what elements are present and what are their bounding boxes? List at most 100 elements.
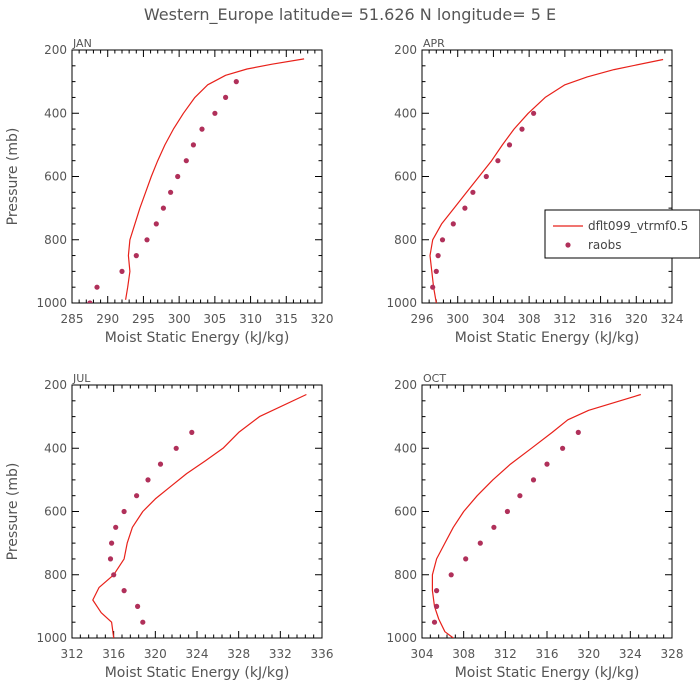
x-tick-label-oct: 328 <box>661 647 684 661</box>
raobs-point-jan <box>160 205 166 211</box>
raobs-point-oct <box>431 619 438 625</box>
panel-jul: JUL 312 316 320 324 328 332 336 200 400 600 800 1000… <box>5 372 333 681</box>
y-tick-label-jan: 400 <box>44 106 67 120</box>
raobs-point-jul <box>121 508 127 515</box>
raobs-point-oct <box>560 445 566 451</box>
x-tick-label-oct: 324 <box>619 647 642 661</box>
legend-raobs-label: raobs <box>588 238 622 252</box>
raobs-point-oct <box>434 588 440 594</box>
y-axis-label-jan: Pressure (mb) <box>5 128 21 226</box>
model-line-oct <box>431 393 641 638</box>
raobs-point-apr <box>470 189 476 195</box>
raobs-point-jul <box>121 588 127 594</box>
raobs-point-jul <box>111 572 117 578</box>
raobs-point-jan <box>175 173 181 180</box>
x-tick-label-jan: 300 <box>168 312 191 326</box>
raobs-point-jan <box>223 94 229 100</box>
raobs-point-jan <box>199 126 205 132</box>
x-tick-label-jul: 316 <box>102 647 125 661</box>
raobs-point-oct <box>530 477 537 483</box>
x-tick-label-oct: 312 <box>494 647 517 661</box>
panel-jan: JAN 285 290 295 300 305 310 315 320 200 400 600 800 1… <box>5 37 333 346</box>
x-tick-label-jul: 328 <box>227 647 250 661</box>
x-tick-label-jul: 324 <box>186 647 209 661</box>
legend-model-label: dflt099_vtrmf0.5 <box>588 219 688 233</box>
raobs-point-apr <box>435 253 441 259</box>
x-tick-label-jul: 332 <box>269 647 292 661</box>
raobs-point-jul <box>113 524 119 530</box>
model-line-apr <box>429 58 664 303</box>
raobs-point-jan <box>153 221 159 227</box>
raobs-point-jul <box>157 461 164 467</box>
raobs-point-jan <box>133 253 139 259</box>
x-tick-label-jan: 315 <box>275 312 298 326</box>
legend-box <box>544 209 700 259</box>
panels: JAN 285 290 295 300 305 310 315 320 200 400 600 800 1… <box>5 37 700 681</box>
panel-label-jul: JUL <box>72 372 91 385</box>
data-group-oct <box>431 393 641 638</box>
panel-label-apr: APR <box>423 37 445 50</box>
x-tick-label-jan: 305 <box>203 312 226 326</box>
model-line-jan <box>125 58 305 300</box>
figure-title: Western_Europe latitude= 51.626 N longit… <box>144 5 556 25</box>
raobs-point-apr <box>450 221 456 227</box>
y-tick-label-oct: 600 <box>394 505 417 519</box>
y-tick-label-jul: 800 <box>44 568 67 582</box>
y-tick-label-oct: 200 <box>394 378 417 392</box>
raobs-point-jan <box>233 79 239 85</box>
raobs-point-jan <box>183 158 189 164</box>
raobs-point-oct <box>463 556 469 562</box>
raobs-point-oct <box>434 603 440 610</box>
raobs-point-apr <box>430 284 436 290</box>
raobs-point-apr <box>531 110 537 116</box>
panel-apr: APR 296 300 304 308 312 316 320 324 200 400 600 800 1… <box>386 37 700 346</box>
y-tick-label-jan: 600 <box>44 170 67 184</box>
raobs-point-jul <box>140 619 146 625</box>
y-axis-label-jul: Pressure (mb) <box>5 463 21 561</box>
raobs-point-jan <box>87 300 93 303</box>
raobs-point-jan <box>168 189 174 195</box>
x-tick-label-oct: 308 <box>452 647 475 661</box>
raobs-point-apr <box>519 126 525 132</box>
x-tick-label-apr: 324 <box>661 312 684 326</box>
raobs-point-apr <box>439 237 446 243</box>
panel-label-jan: JAN <box>72 37 92 50</box>
x-tick-label-jul: 312 <box>61 647 84 661</box>
x-tick-label-jan: 295 <box>132 312 155 326</box>
x-axis-label-apr: Moist Static Energy (kJ/kg) <box>455 330 640 346</box>
y-tick-label-jul: 400 <box>44 441 67 455</box>
x-tick-label-apr: 304 <box>482 312 505 326</box>
data-group-apr <box>429 58 664 303</box>
raobs-point-jul <box>135 603 141 610</box>
panel-oct: OCT 304 308 312 316 320 324 328 200 400 600 800 1000… <box>386 372 683 681</box>
raobs-point-jul <box>173 445 179 451</box>
raobs-point-jan <box>212 110 218 116</box>
raobs-point-oct <box>491 524 497 530</box>
y-tick-label-oct: 1000 <box>386 631 417 645</box>
raobs-point-apr <box>495 158 501 164</box>
y-tick-label-apr: 800 <box>394 233 417 247</box>
y-tick-label-apr: 400 <box>394 106 417 120</box>
plot-frame-jul <box>71 384 323 639</box>
x-tick-label-jul: 320 <box>144 647 167 661</box>
x-tick-label-jul: 336 <box>311 647 334 661</box>
y-tick-label-jul: 200 <box>44 378 67 392</box>
raobs-point-jan <box>190 142 196 148</box>
x-tick-label-apr: 320 <box>625 312 648 326</box>
x-tick-label-oct: 320 <box>577 647 600 661</box>
raobs-point-apr <box>433 268 439 274</box>
y-tick-label-jul: 1000 <box>36 631 67 645</box>
y-tick-label-apr: 200 <box>394 43 417 57</box>
raobs-point-jul <box>134 493 140 499</box>
raobs-point-jul <box>145 477 151 483</box>
panel-label-oct: OCT <box>423 372 446 385</box>
data-group-jan <box>87 58 305 303</box>
raobs-point-apr <box>506 142 513 148</box>
model-line-jul <box>92 393 307 638</box>
x-tick-label-oct: 316 <box>536 647 559 661</box>
raobs-point-jul <box>109 540 115 546</box>
y-tick-label-jul: 600 <box>44 505 67 519</box>
x-tick-label-apr: 316 <box>589 312 612 326</box>
